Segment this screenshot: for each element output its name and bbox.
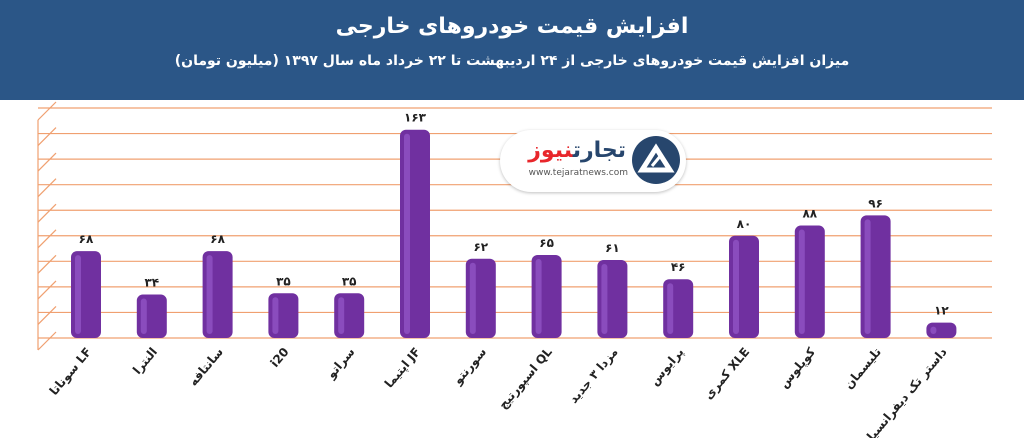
bar-value-label: ۳۴ xyxy=(144,276,159,290)
logo-mark-icon xyxy=(632,136,680,184)
logo-url: www.tejaratnews.com xyxy=(528,168,628,178)
bar-highlight xyxy=(798,229,805,334)
gridline-edge xyxy=(37,306,57,325)
gridline-edge xyxy=(37,280,57,300)
category-tick-label: کمری XLE xyxy=(701,345,752,402)
header-banner: افزایش قیمت خودروهای خارجی میزان افزایش … xyxy=(0,0,1024,100)
gridline-edge xyxy=(37,152,57,172)
bar-highlight xyxy=(601,264,608,334)
category-tick-label: اسپورتیج QL xyxy=(496,345,556,413)
tejaratnews-logo: تجارتنیوز www.tejaratnews.com xyxy=(500,130,686,192)
category-tick-label: سراتو xyxy=(323,345,358,383)
bar-value-label: ۶۱ xyxy=(605,241,620,255)
bar-highlight xyxy=(469,262,476,334)
bar-value-label: ۹۶ xyxy=(868,196,883,210)
bar xyxy=(926,322,957,338)
category-tick-label: i20 xyxy=(268,345,292,370)
bar-value-label: ۱۲ xyxy=(934,304,949,318)
chart-title: افزایش قیمت خودروهای خارجی xyxy=(335,14,689,39)
bar-highlight xyxy=(667,283,674,334)
category-tick-label: پرایوس xyxy=(647,345,687,389)
gridline-edge xyxy=(37,254,57,274)
logo-wordmark-red: نیوز xyxy=(528,138,573,163)
gridline-edge xyxy=(37,331,57,351)
bar-value-label: ۶۸ xyxy=(210,232,225,246)
bar-value-label: ۸۸ xyxy=(802,207,817,221)
bar-value-label: ۶۵ xyxy=(539,236,554,250)
bar-highlight xyxy=(206,255,213,334)
category-labels: سوناتا LF النترا سانتافه i20 سراتو اپتیما JF س… xyxy=(47,345,950,438)
bar-value-label: ۸۰ xyxy=(737,217,752,231)
category-tick-label: سانتافه xyxy=(186,345,226,389)
gridline-edge xyxy=(37,203,57,223)
bar-value-label: ۳۵ xyxy=(276,274,291,288)
logo-wordmark: تجارتنیوز xyxy=(506,134,626,168)
category-tick-label: مزدا ۳ جدید xyxy=(566,345,620,406)
bar-highlight xyxy=(535,258,542,334)
bar-highlight xyxy=(272,297,279,334)
bar-highlight xyxy=(404,133,410,334)
bar-highlight xyxy=(75,255,81,334)
category-tick-label: اپتیما JF xyxy=(382,345,423,391)
value-labels: ۶۸ ۳۴ ۶۸ ۳۵ ۳۵ ۱۶۳ ۶۲ ۶۵ ۶۱ ۴۶ ۸۰ ۸۸ ۹۶ ۱۲ xyxy=(79,111,950,318)
bar-highlight xyxy=(733,239,739,334)
gridline-edge xyxy=(37,101,57,121)
gridline-edge xyxy=(37,178,57,198)
bar-value-label: ۱۶۳ xyxy=(404,111,427,125)
category-tick-label: تلیسمان xyxy=(841,345,883,392)
bars xyxy=(71,129,957,338)
bar-highlight xyxy=(338,297,345,334)
bar-highlight xyxy=(864,219,871,334)
bar-value-label: ۳۵ xyxy=(342,274,357,288)
bar-value-label: ۶۸ xyxy=(79,232,94,246)
gridline-edge xyxy=(37,229,57,249)
bar-highlight xyxy=(140,298,147,334)
gridline-edge xyxy=(37,127,57,146)
logo-wordmark-blue: تجارت xyxy=(572,138,626,163)
category-tick-label: سورنتو xyxy=(450,345,490,388)
category-tick-label: سوناتا LF xyxy=(47,345,95,399)
bar-value-label: ۶۲ xyxy=(473,240,488,254)
chart-subtitle: میزان افزایش قیمت خودروهای خارجی از ۲۴ ا… xyxy=(174,53,850,69)
category-tick-label: کوپلوس xyxy=(777,345,819,391)
bar-highlight xyxy=(930,326,937,334)
bar-value-label: ۴۶ xyxy=(671,260,686,274)
category-tick-label: النترا xyxy=(130,345,160,377)
